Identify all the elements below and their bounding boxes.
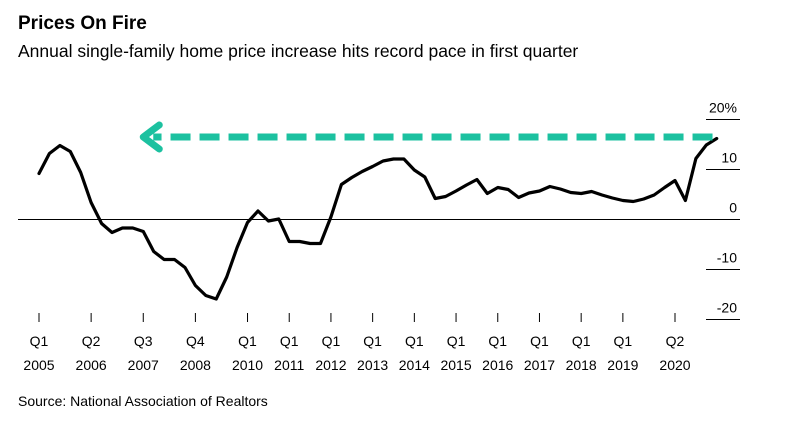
x-tick-year: 2005 <box>23 357 54 373</box>
x-tick-quarter: Q1 <box>363 333 382 349</box>
y-tick-label: 0 <box>729 200 737 216</box>
x-tick-year: 2013 <box>357 357 388 373</box>
x-tick-quarter: Q3 <box>134 333 153 349</box>
x-tick-year: 2008 <box>180 357 211 373</box>
x-tick-quarter: Q1 <box>322 333 341 349</box>
x-tick-year: 2007 <box>128 357 159 373</box>
x-axis: Q1 2005 Q2 2006 Q3 2007 Q4 2008 Q1 2010 Q1 2011 Q1 20… <box>23 313 691 373</box>
x-tick-year: 2019 <box>607 357 638 373</box>
x-tick-quarter: Q4 <box>186 333 205 349</box>
x-tick-year: 2018 <box>566 357 597 373</box>
x-tick-quarter: Q2 <box>82 333 101 349</box>
x-tick-quarter: Q1 <box>530 333 549 349</box>
y-tick-label: -20 <box>717 300 737 316</box>
x-tick-year: 2016 <box>482 357 513 373</box>
x-tick-quarter: Q1 <box>238 333 257 349</box>
y-tick-label: 20% <box>709 100 737 116</box>
y-tick-label: 10 <box>721 150 737 166</box>
source-note: Source: National Association of Realtors <box>18 393 268 409</box>
arrow-head <box>139 121 163 153</box>
x-tick-quarter: Q1 <box>280 333 299 349</box>
x-tick-quarter: Q1 <box>488 333 507 349</box>
y-axis: 20% 10 0 -10 -20 <box>706 100 740 320</box>
chart-title: Prices On Fire <box>18 13 147 34</box>
x-tick-quarter: Q1 <box>572 333 591 349</box>
x-tick-year: 2006 <box>76 357 107 373</box>
chart-subtitle: Annual single-family home price increase… <box>18 41 579 61</box>
y-tick-label: -10 <box>717 250 737 266</box>
x-tick-year: 2012 <box>315 357 346 373</box>
x-tick-year: 2020 <box>659 357 690 373</box>
x-tick-year: 2011 <box>274 357 304 373</box>
x-tick-quarter: Q1 <box>30 333 49 349</box>
x-tick-quarter: Q2 <box>666 333 685 349</box>
x-tick-year: 2017 <box>524 357 555 373</box>
series-line <box>37 136 719 301</box>
x-tick-year: 2010 <box>232 357 263 373</box>
x-tick-quarter: Q1 <box>405 333 424 349</box>
x-tick-quarter: Q1 <box>614 333 633 349</box>
record-pace-arrow <box>139 121 713 153</box>
x-tick-year: 2015 <box>440 357 471 373</box>
x-tick-quarter: Q1 <box>447 333 466 349</box>
x-tick-year: 2014 <box>399 357 430 373</box>
